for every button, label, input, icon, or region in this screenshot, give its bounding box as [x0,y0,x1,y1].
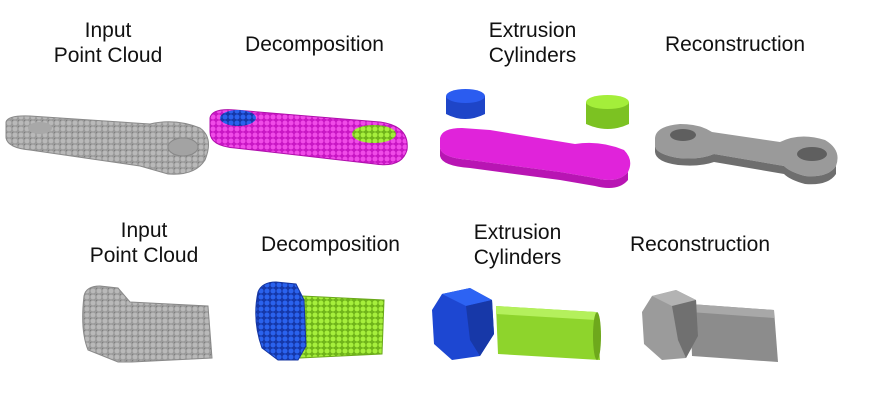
r2-extrusion-caption-line2: Cylinders [473,246,562,269]
r1-extrusion-caption-line2: Cylinders [488,44,577,67]
r1-input-pointcloud [5,115,210,175]
r2-extrusion-caption: Extrusion Cylinders [455,220,580,270]
r1-extrusion-caption-line1: Extrusion [488,19,577,42]
r2-decomposition-pointcloud [255,281,385,361]
r2-input-pointcloud [82,285,213,363]
r1-input-caption-line1: Input [84,19,132,42]
r2-reconstruction-caption: Reconstruction [629,233,771,256]
r1-reconstruction-caption: Reconstruction [664,33,806,56]
r2-extrusion-caption-line1: Extrusion [473,221,562,244]
r2-input-caption-line2: Point Cloud [89,244,199,267]
r1-decomposition-caption: Decomposition [245,33,384,56]
r2-extrusion-cylinders [432,288,601,360]
r1-input-caption: Input Point Cloud [48,18,168,68]
r2-reconstruction-mesh [642,290,778,362]
r2-input-caption-line1: Input [120,219,168,242]
r1-reconstruction-mesh [655,124,838,185]
r1-extrusion-cylinders [440,89,631,188]
r1-decomposition-pointcloud [209,109,408,166]
r2-decomposition-caption: Decomposition [261,233,400,256]
r2-input-caption: Input Point Cloud [84,218,204,268]
r1-input-caption-line2: Point Cloud [53,44,163,67]
r1-extrusion-caption: Extrusion Cylinders [470,18,595,68]
